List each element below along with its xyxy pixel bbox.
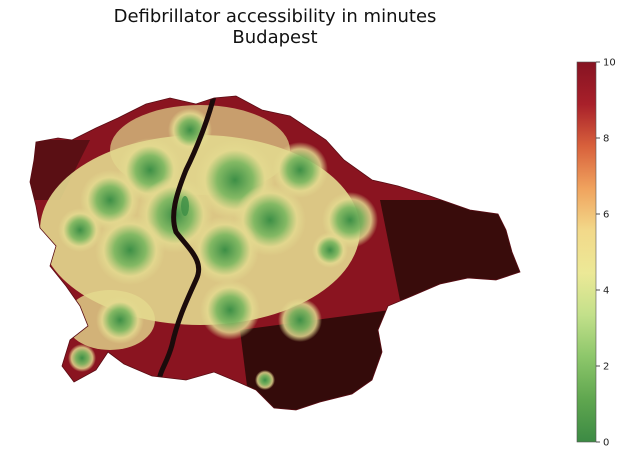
colorbar-tick-label: 8 [603,134,609,145]
dark-west-region [30,140,90,200]
dark-east-region [380,200,520,300]
green-spot [191,216,259,284]
map-subtitle: Budapest [232,27,318,48]
map-title: Defibrillator accessibility in minutes [113,6,437,27]
colorbar-tick-label: 2 [603,362,609,373]
river-island [181,196,189,216]
green-spot [95,215,165,285]
green-spot [96,296,144,344]
colorbar-tick-label: 10 [603,58,616,69]
colorbar-tick-label: 0 [603,438,609,449]
green-spot [272,142,328,198]
colorbar-tick-label: 6 [603,210,609,221]
green-spot [68,344,96,372]
green-spot [312,232,348,268]
green-spot [255,370,275,390]
dark-south-region [240,310,390,410]
green-spot [58,208,102,252]
danube-river [157,96,217,379]
green-spot [200,280,260,340]
colorbar: 0 2 4 6 8 10 [576,58,616,449]
colorbar-ticks: 0 2 4 6 8 10 [596,58,616,449]
green-spot [278,298,322,342]
colorbar-tick-label: 4 [603,286,609,297]
city-boundary [29,95,521,411]
colorbar-gradient [576,61,597,443]
